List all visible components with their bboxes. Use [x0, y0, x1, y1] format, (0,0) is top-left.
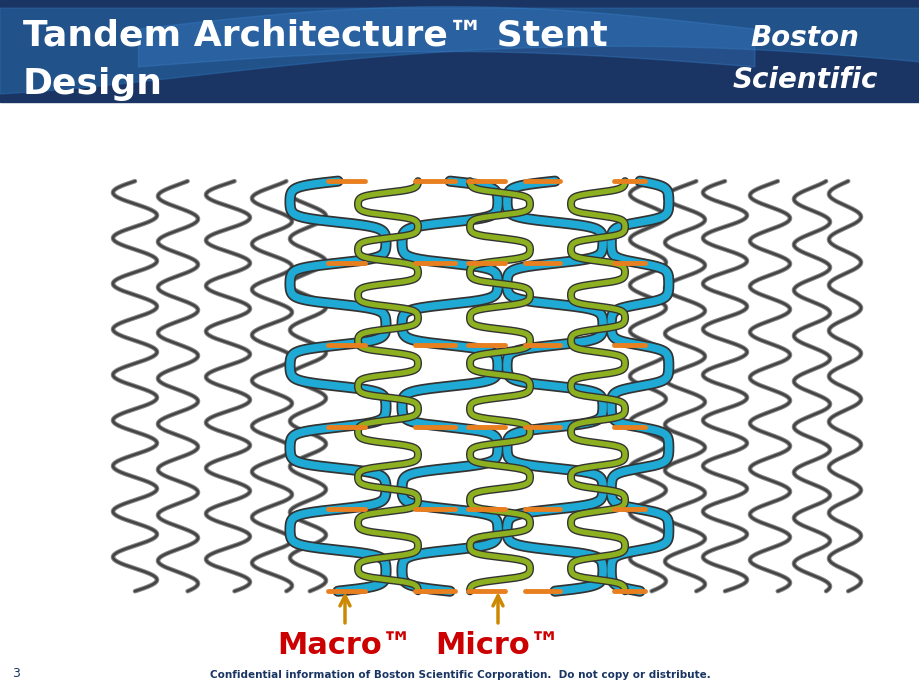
Text: Design: Design — [23, 67, 163, 101]
Text: 3: 3 — [12, 667, 20, 680]
Text: Boston: Boston — [750, 23, 858, 52]
Text: Confidential information of Boston Scientific Corporation.  Do not copy or distr: Confidential information of Boston Scien… — [210, 670, 709, 680]
Text: Macro™: Macro™ — [277, 631, 413, 660]
Text: Scientific: Scientific — [732, 66, 877, 94]
Text: Micro™: Micro™ — [435, 631, 560, 660]
Text: Tandem Architecture™ Stent: Tandem Architecture™ Stent — [23, 19, 607, 52]
